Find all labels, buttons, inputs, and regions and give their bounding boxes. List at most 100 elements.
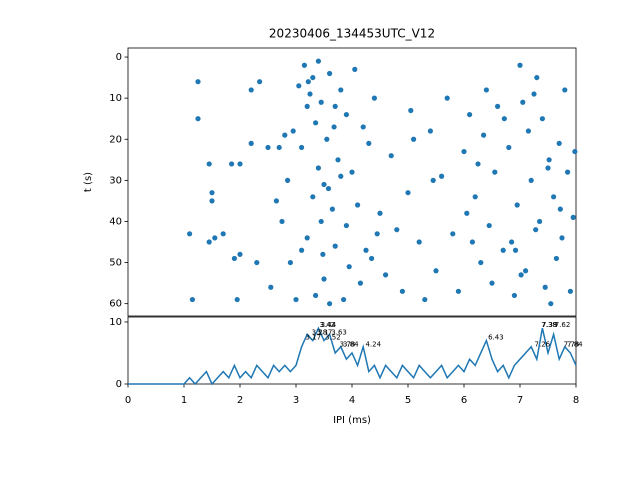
scatter-point: [310, 194, 316, 200]
scatter-point: [273, 198, 279, 204]
y-axis-label: t (s): [83, 172, 94, 192]
scatter-point: [237, 161, 243, 167]
scatter-point: [257, 79, 263, 85]
histogram-line: [128, 326, 577, 386]
chart-title: 20230406_134453UTC_V12: [269, 27, 435, 41]
scatter-point: [265, 144, 271, 151]
scatter-point: [357, 280, 363, 286]
scatter-point: [506, 144, 512, 151]
scatter-point: [405, 190, 411, 196]
scatter-point: [304, 235, 310, 241]
y-tick-label: 50: [109, 258, 122, 269]
scatter-point: [427, 128, 433, 134]
scatter-point: [551, 194, 557, 200]
scatter-point: [324, 136, 330, 142]
scatter-point: [352, 66, 358, 72]
scatter-point: [542, 284, 548, 290]
scatter-point: [343, 111, 349, 118]
scatter-point: [546, 157, 552, 163]
scatter-point: [237, 251, 243, 257]
scatter-point: [231, 255, 237, 262]
scatter-point: [501, 116, 507, 122]
y-tick-label: 30: [109, 175, 122, 186]
scatter-point: [489, 280, 495, 286]
scatter-point: [248, 87, 254, 93]
x-tick-label: 6: [461, 395, 467, 406]
scatter-point: [500, 247, 506, 253]
scatter-point: [343, 222, 349, 229]
scatter-point: [234, 296, 240, 303]
scatter-point: [567, 288, 574, 294]
scatter-point: [327, 301, 333, 307]
scatter-point: [556, 140, 562, 146]
scatter-point: [310, 74, 316, 81]
scatter-point: [518, 272, 524, 278]
scatter-point: [304, 103, 310, 109]
scatter-point: [305, 79, 311, 85]
scatter-point: [206, 239, 212, 245]
scatter-point: [229, 161, 235, 167]
scatter-point: [562, 87, 568, 93]
scatter-point: [189, 296, 195, 303]
scatter-point: [363, 247, 369, 253]
peak-annotation: 3.28: [312, 329, 328, 337]
scatter-point: [408, 107, 414, 114]
scatter-point: [366, 140, 372, 146]
scatter-point: [475, 161, 481, 167]
scatter-point: [332, 103, 338, 109]
scatter-point: [360, 124, 366, 130]
scatter-point: [338, 87, 344, 93]
scatter-point: [520, 99, 526, 105]
y-tick-label: 10: [109, 93, 122, 104]
scatter-point: [313, 292, 319, 299]
scatter-point: [533, 227, 539, 233]
scatter-point: [279, 218, 285, 225]
scatter-point: [276, 144, 282, 151]
scatter-point: [439, 173, 445, 179]
scatter-point: [467, 111, 473, 118]
scatter-point: [511, 292, 517, 299]
scatter-point: [332, 243, 338, 249]
scatter-point: [517, 62, 523, 68]
scatter-point: [472, 194, 478, 200]
peak-annotation: 3.37: [317, 329, 333, 337]
peak-annotation: 3.78: [340, 340, 356, 348]
scatter-point: [450, 231, 456, 237]
scatter-point: [514, 202, 520, 208]
peak-annotation: 7.62: [555, 321, 571, 329]
peak-annotation: 4.24: [365, 340, 381, 348]
scatter-point: [296, 83, 302, 89]
y-tick-label: 0: [116, 379, 122, 390]
peak-annotation: 3.44: [321, 321, 337, 329]
peak-annotation: 7.26: [535, 340, 551, 348]
scatter-point: [355, 202, 361, 208]
scatter-point: [290, 128, 296, 134]
scatter-point: [548, 301, 554, 307]
peak-annotation: 3.17: [306, 333, 322, 341]
scatter-point: [422, 296, 428, 303]
scatter-point: [282, 132, 288, 138]
scatter-point: [285, 177, 291, 183]
scatter-point: [433, 268, 439, 274]
scatter-point: [325, 185, 332, 192]
scatter-point: [299, 247, 305, 253]
x-tick-label: 5: [405, 395, 411, 406]
scatter-point: [301, 62, 307, 68]
scatter-point: [492, 169, 498, 175]
scatter-point: [320, 251, 326, 257]
scatter-point: [206, 161, 212, 167]
peak-annotation: 3.42: [320, 321, 336, 329]
x-tick-label: 4: [349, 395, 355, 406]
scatter-point: [444, 95, 450, 101]
scatter-point: [346, 264, 352, 270]
scatter-point: [307, 91, 313, 97]
scatter-point: [469, 239, 475, 245]
x-tick-label: 7: [517, 395, 523, 406]
scatter-point: [254, 259, 260, 266]
scatter-point: [220, 231, 226, 237]
scatter-point: [369, 255, 375, 262]
peak-annotation: 3.84: [343, 340, 359, 348]
x-tick-label: 2: [237, 395, 243, 406]
